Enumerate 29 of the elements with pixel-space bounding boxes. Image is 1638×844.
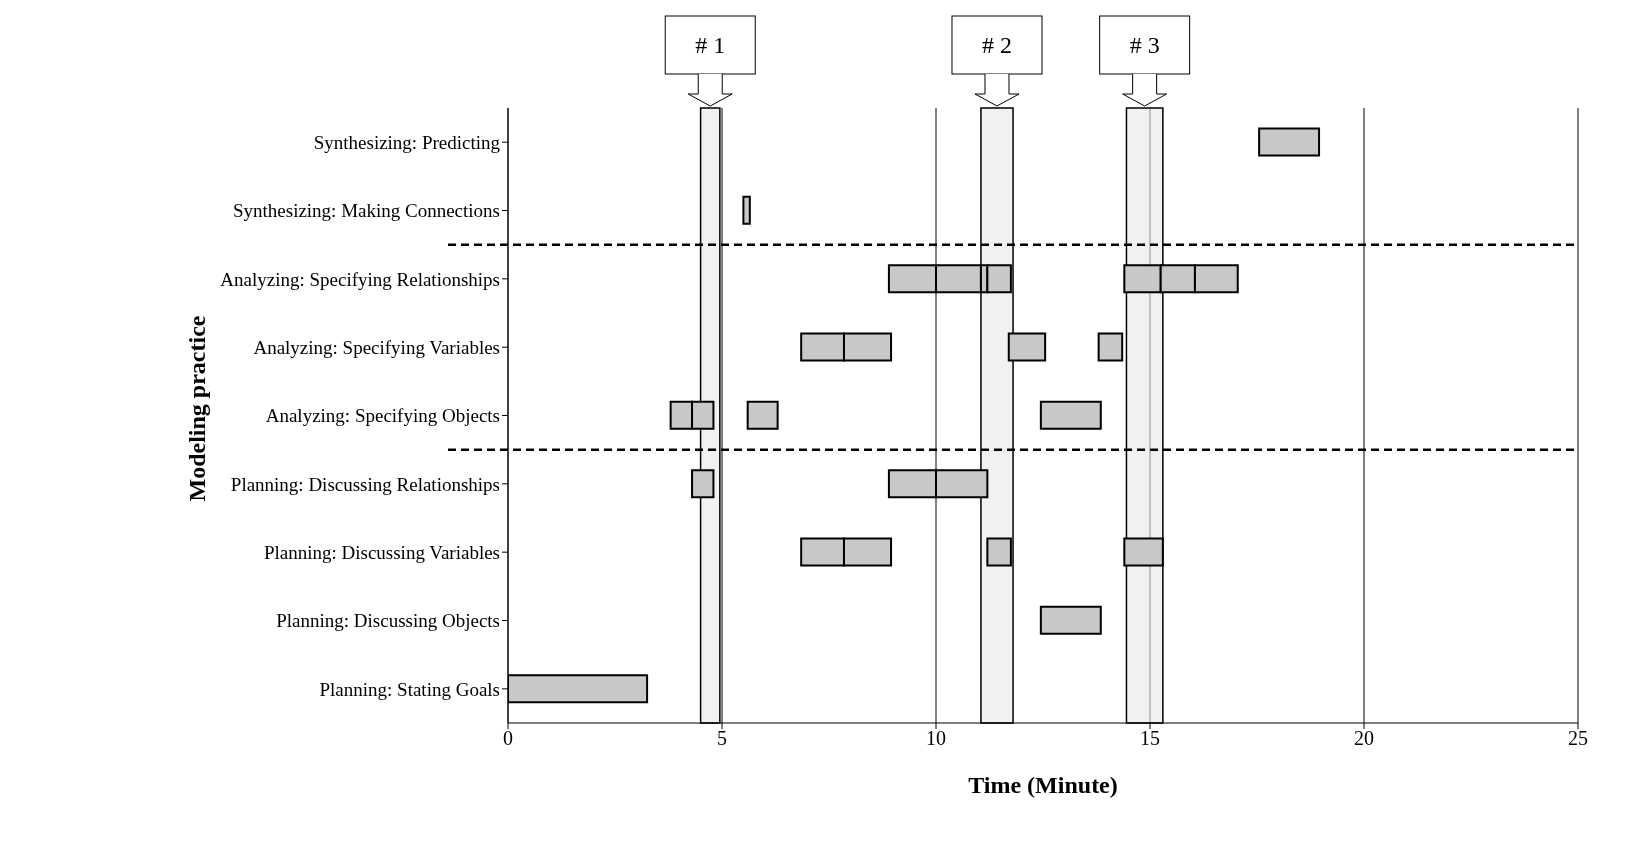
y-tick-label: Planning: Discussing Variables (263, 541, 500, 563)
x-tick-label: 15 (1140, 727, 1160, 750)
band-label: # 1 (695, 32, 726, 58)
x-tick-label: 0 (503, 727, 513, 750)
y-tick-label: Analyzing: Specifying Objects (265, 405, 500, 427)
bar (746, 400, 779, 430)
y-tick-label: Planning: Discussing Objects (276, 610, 500, 632)
y-axis-title: Modeling practice (184, 315, 212, 501)
band-label: # 2 (981, 32, 1012, 58)
bar (986, 537, 1012, 567)
x-axis-title: Time (Minute) (968, 772, 1118, 798)
y-tick-label: Synthesizing: Predicting (313, 131, 501, 153)
bar (1039, 605, 1102, 635)
x-tick-label: 5 (717, 727, 727, 750)
bar (1258, 127, 1321, 157)
x-tick-label: 20 (1354, 727, 1374, 750)
band-label: # 3 (1129, 32, 1160, 58)
bar (1097, 332, 1124, 362)
bar (1007, 332, 1047, 362)
y-tick-label: Planning: Discussing Relationships (230, 473, 500, 495)
y-tick-label: Analyzing: Specifying Variables (253, 336, 500, 358)
x-tick-label: 10 (926, 727, 946, 750)
y-tick-label: Planning: Stating Goals (319, 678, 500, 700)
bar (742, 195, 751, 225)
bar (1039, 400, 1102, 430)
x-tick-label: 25 (1568, 727, 1588, 750)
y-tick-label: Analyzing: Specifying Relationships (220, 268, 500, 290)
y-tick-label: Synthesizing: Making Connections (232, 200, 500, 222)
bar (691, 469, 715, 499)
